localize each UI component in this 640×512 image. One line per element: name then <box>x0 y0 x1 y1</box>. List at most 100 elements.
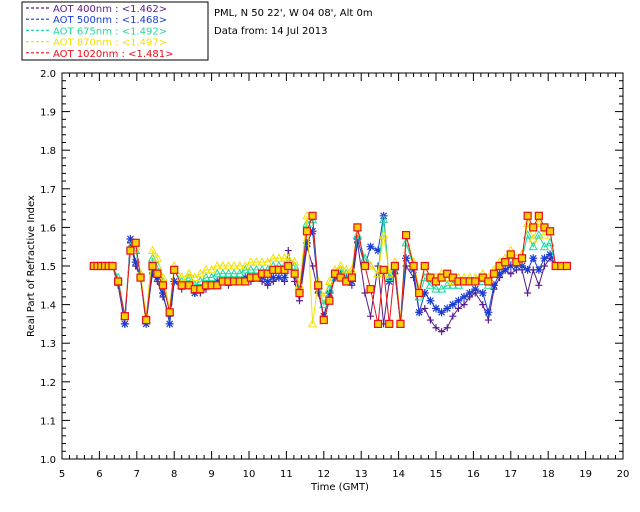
data-point-star <box>471 285 480 294</box>
data-point-plus <box>479 301 487 309</box>
data-point-star <box>478 289 487 298</box>
data-point-star <box>158 289 167 298</box>
data-point-star <box>501 265 510 274</box>
series-4 <box>89 211 572 328</box>
data-point-plus <box>421 304 429 312</box>
legend-items: AOT 400nm : <1.462>AOT 500nm : <1.468>AO… <box>26 4 173 60</box>
data-point-square <box>290 269 299 278</box>
data-point-triangle <box>378 214 389 224</box>
data-point-star <box>426 296 435 305</box>
data-point-square <box>347 273 356 282</box>
data-point-square <box>142 315 151 325</box>
data-point-star <box>415 308 424 317</box>
data-point-square <box>165 308 174 317</box>
data-point-square <box>529 223 538 232</box>
data-point-square <box>158 281 168 290</box>
data-point-triangle <box>184 268 194 278</box>
data-point-plus <box>484 316 492 324</box>
data-point-square <box>325 296 334 305</box>
data-point-star <box>308 227 317 236</box>
x-tick-label: 9 <box>208 469 214 480</box>
data-point-triangle <box>147 253 158 262</box>
data-point-star <box>385 277 394 286</box>
legend-frame <box>21 1 209 61</box>
data-point-triangle <box>251 257 262 266</box>
data-point-triangle <box>528 233 538 243</box>
data-point-square <box>409 261 418 271</box>
data-point-triangle <box>522 218 533 228</box>
data-point-triangle <box>274 253 284 262</box>
data-point-star <box>495 269 504 278</box>
data-point-triangle <box>177 272 187 282</box>
data-point-square <box>545 227 555 236</box>
data-point-star <box>126 234 135 243</box>
data-point-square <box>108 261 117 271</box>
x-tick-label: 12 <box>317 469 330 480</box>
data-point-square <box>517 254 527 263</box>
data-point-plus <box>367 312 375 320</box>
data-point-square <box>353 223 362 232</box>
x-tick-label: 15 <box>430 469 443 480</box>
data-point-square <box>120 312 129 321</box>
data-point-triangle <box>324 284 335 293</box>
legend-label: AOT 400nm : <1.462> <box>53 4 167 15</box>
data-point-plus <box>540 262 548 270</box>
y-axis: 1.0 1.1 1.2 1.3 1.4 1.5 1.6 1.7 1.8 1.9 2.0 <box>40 69 623 466</box>
data-point-square <box>396 319 405 328</box>
legend-label: AOT 500nm : <1.468> <box>53 15 167 26</box>
data-point-triangle <box>335 260 346 270</box>
data-point-triangle <box>528 241 538 251</box>
data-point-triangle <box>257 257 267 266</box>
data-point-square <box>534 211 543 220</box>
legend-label: AOT 675nm : <1.492> <box>53 26 167 37</box>
x-tick-label: 6 <box>96 469 102 480</box>
data-point-square <box>302 227 312 236</box>
data-point-star <box>534 265 543 274</box>
data-point-triangle <box>229 268 239 278</box>
data-point-star <box>280 273 289 282</box>
x-axis: 5 6 7 8 9 10 11 12 13 14 15 16 17 18 19 20 <box>59 73 629 480</box>
data-point-plus <box>295 297 303 305</box>
data-point-square <box>471 277 480 286</box>
data-point-square <box>401 231 411 240</box>
x-tick-label: 13 <box>355 469 368 480</box>
legend-label: AOT 1020nm : <1.481> <box>53 49 173 60</box>
y-tick-label: 2.0 <box>40 69 56 80</box>
data-point-triangle <box>223 268 234 278</box>
data-point-square <box>562 261 572 271</box>
legend: AOT 400nm : <1.462>AOT 500nm : <1.468>AO… <box>21 1 209 61</box>
data-point-plus <box>443 324 451 332</box>
y-tick-label: 1.5 <box>40 262 56 273</box>
y-tick-label: 1.0 <box>40 455 56 466</box>
data-point-square <box>489 269 499 278</box>
data-point-star <box>402 254 411 263</box>
x-tick-label: 18 <box>542 469 555 480</box>
data-point-triangle <box>283 253 293 262</box>
data-point-star <box>523 265 532 274</box>
y-tick-label: 1.4 <box>40 301 56 312</box>
data-point-triangle <box>307 318 318 328</box>
data-point-triangle <box>324 276 335 285</box>
data-point-square <box>153 269 162 278</box>
y-tick-label: 1.1 <box>40 416 56 427</box>
date-info: Data from: 14 Jul 2013 <box>214 26 327 37</box>
data-point-square <box>484 277 493 286</box>
y-tick-label: 1.3 <box>40 339 56 350</box>
data-point-triangle <box>229 260 239 270</box>
data-point-triangle <box>289 257 300 266</box>
data-point-triangle <box>319 291 329 301</box>
data-point-star <box>120 319 129 328</box>
data-point-star <box>489 281 498 290</box>
data-point-star <box>302 238 311 247</box>
data-point-triangle <box>212 260 222 270</box>
series-layer <box>89 210 572 336</box>
data-point-star <box>460 292 469 301</box>
data-point-square <box>295 288 304 298</box>
data-point-triangle <box>235 260 245 270</box>
data-point-square <box>308 211 317 220</box>
data-point-triangle <box>534 218 544 228</box>
data-point-square <box>501 258 510 267</box>
site-info: PML, N 50 22', W 04 08', Alt 0m <box>214 8 373 19</box>
data-point-plus <box>432 324 440 332</box>
